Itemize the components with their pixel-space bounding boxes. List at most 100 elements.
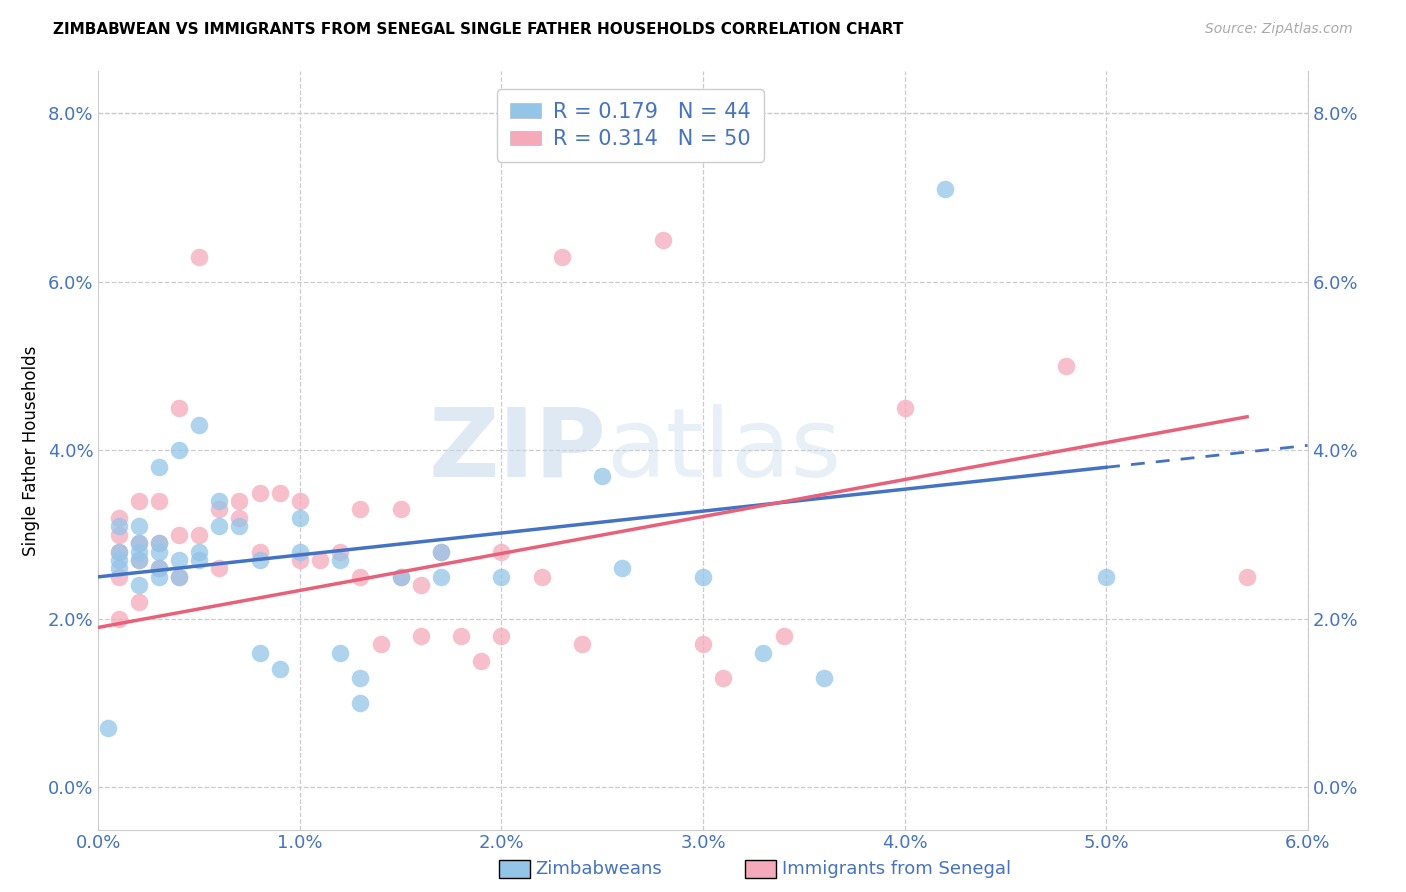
Point	[370, 637, 392, 651]
Point	[430, 570, 453, 584]
Point	[148, 544, 170, 558]
Point	[772, 629, 794, 643]
Point	[188, 527, 211, 541]
Point	[430, 544, 453, 558]
Point	[349, 696, 371, 710]
Point	[128, 536, 150, 550]
Point	[389, 570, 412, 584]
Point	[148, 536, 170, 550]
Y-axis label: Single Father Households: Single Father Households	[21, 345, 39, 556]
Text: ZIMBABWEAN VS IMMIGRANTS FROM SENEGAL SINGLE FATHER HOUSEHOLDS CORRELATION CHART: ZIMBABWEAN VS IMMIGRANTS FROM SENEGAL SI…	[53, 22, 904, 37]
Point	[349, 502, 371, 516]
Point	[128, 578, 150, 592]
Point	[491, 570, 513, 584]
Point	[692, 570, 714, 584]
Point	[107, 553, 129, 567]
Point	[551, 250, 574, 264]
Point	[107, 612, 129, 626]
Point	[269, 663, 291, 677]
Point	[167, 443, 190, 458]
Point	[188, 544, 211, 558]
Text: Source: ZipAtlas.com: Source: ZipAtlas.com	[1205, 22, 1353, 37]
Point	[107, 561, 129, 575]
Point	[148, 570, 170, 584]
Point	[107, 570, 129, 584]
Point	[188, 553, 211, 567]
Point	[97, 722, 120, 736]
Point	[228, 494, 250, 508]
Point	[491, 629, 513, 643]
Point	[329, 646, 352, 660]
Point	[409, 629, 432, 643]
Point	[752, 646, 775, 660]
Point	[148, 561, 170, 575]
Point	[389, 502, 412, 516]
Point	[148, 494, 170, 508]
Point	[208, 502, 231, 516]
Text: ZIP: ZIP	[429, 404, 606, 497]
Point	[530, 570, 553, 584]
Point	[107, 544, 129, 558]
Point	[148, 460, 170, 475]
Legend: R = 0.179   N = 44, R = 0.314   N = 50: R = 0.179 N = 44, R = 0.314 N = 50	[498, 89, 763, 161]
Point	[107, 544, 129, 558]
Point	[288, 553, 311, 567]
Point	[167, 527, 190, 541]
Text: atlas: atlas	[606, 404, 841, 497]
Point	[651, 233, 673, 247]
Point	[167, 553, 190, 567]
Point	[249, 646, 271, 660]
Point	[571, 637, 593, 651]
Point	[711, 671, 734, 685]
Point	[128, 595, 150, 609]
Point	[813, 671, 835, 685]
Point	[128, 553, 150, 567]
Point	[167, 570, 190, 584]
Point	[309, 553, 332, 567]
Point	[249, 553, 271, 567]
Text: Immigrants from Senegal: Immigrants from Senegal	[782, 860, 1011, 878]
Point	[349, 570, 371, 584]
Point	[329, 553, 352, 567]
Point	[128, 494, 150, 508]
Point	[1095, 570, 1118, 584]
Point	[269, 485, 291, 500]
Point	[208, 561, 231, 575]
Point	[208, 519, 231, 533]
Point	[430, 544, 453, 558]
Point	[288, 494, 311, 508]
Point	[329, 544, 352, 558]
Point	[349, 671, 371, 685]
Point	[288, 511, 311, 525]
Point	[1236, 570, 1258, 584]
Point	[228, 519, 250, 533]
Point	[228, 511, 250, 525]
Point	[612, 561, 634, 575]
Point	[148, 536, 170, 550]
Point	[148, 561, 170, 575]
Point	[128, 553, 150, 567]
Point	[409, 578, 432, 592]
Point	[107, 511, 129, 525]
Point	[1054, 359, 1077, 374]
Point	[591, 468, 613, 483]
Point	[389, 570, 412, 584]
Point	[107, 519, 129, 533]
Point	[288, 544, 311, 558]
Point	[692, 637, 714, 651]
Point	[128, 544, 150, 558]
Point	[450, 629, 472, 643]
Point	[167, 570, 190, 584]
Point	[249, 544, 271, 558]
Point	[128, 536, 150, 550]
Point	[167, 401, 190, 416]
Point	[893, 401, 915, 416]
Point	[491, 544, 513, 558]
Point	[128, 519, 150, 533]
Point	[188, 250, 211, 264]
Point	[249, 485, 271, 500]
Point	[188, 418, 211, 433]
Point	[934, 182, 956, 196]
Point	[208, 494, 231, 508]
Text: Zimbabweans: Zimbabweans	[536, 860, 662, 878]
